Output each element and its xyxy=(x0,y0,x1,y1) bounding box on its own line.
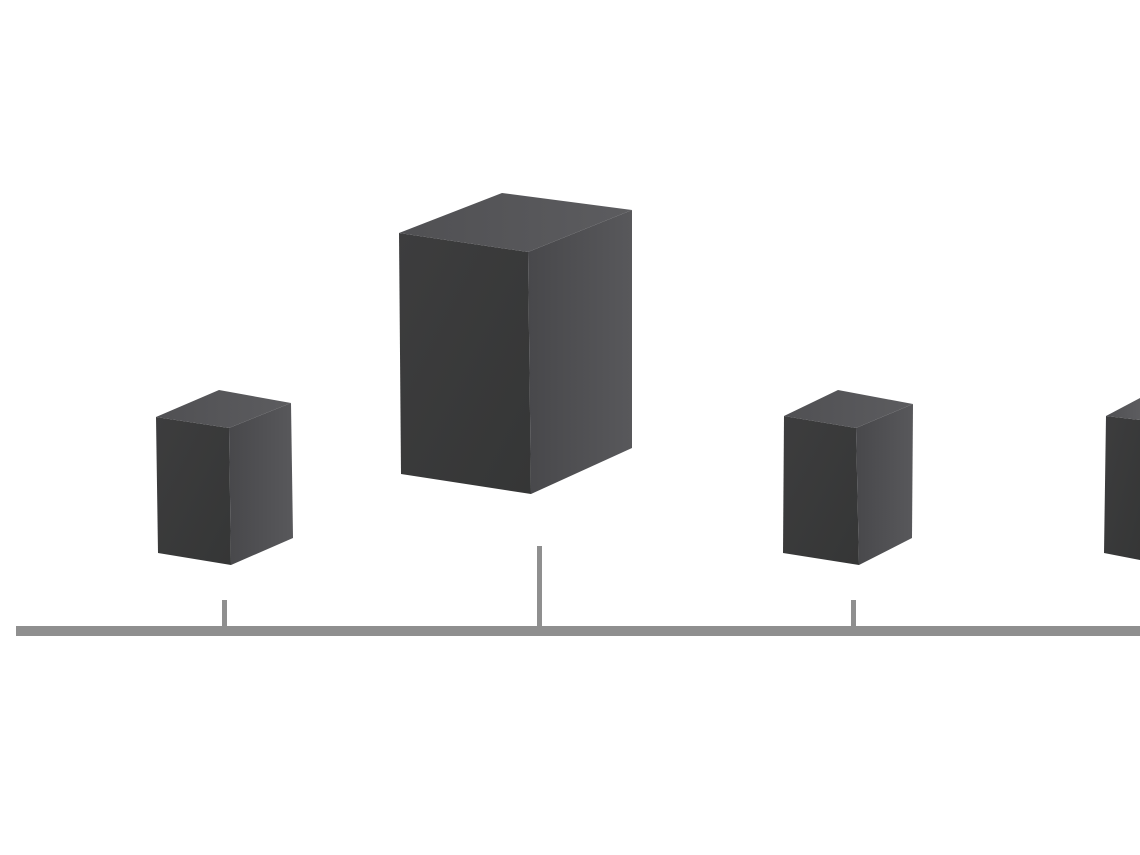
block-2-top xyxy=(399,193,632,252)
block-4-top xyxy=(1106,398,1140,420)
block-1-side xyxy=(229,403,293,565)
timeline-tick-3 xyxy=(851,600,856,636)
block-2-side xyxy=(528,210,632,494)
block-2-front xyxy=(399,233,531,494)
block-1-front xyxy=(156,417,231,565)
block-3-top xyxy=(784,390,913,428)
block-3-side xyxy=(856,404,913,565)
timeline-baseline xyxy=(16,626,1140,636)
block-4-front xyxy=(1104,416,1140,560)
block-2 xyxy=(399,193,632,494)
block-3-front xyxy=(783,416,859,565)
block-3 xyxy=(783,390,913,565)
block-1-top xyxy=(156,390,291,428)
block-1 xyxy=(156,390,293,565)
timeline-tick-1 xyxy=(222,600,227,636)
block-4 xyxy=(1104,398,1140,560)
timeline-tick-2 xyxy=(537,546,542,636)
